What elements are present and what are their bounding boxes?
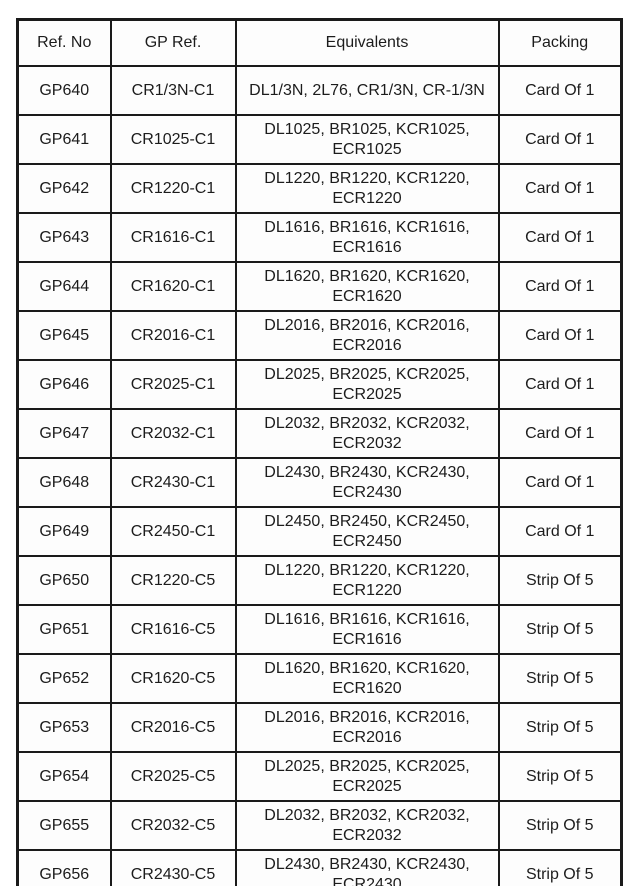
gp-ref-cell: CR2032-C1	[109, 408, 237, 459]
packing-cell: Card Of 1	[497, 457, 623, 508]
table-row: GP654 CR2025-C5 DL2025, BR2025, KCR2025,…	[16, 751, 623, 802]
table-row: GP642 CR1220-C1 DL1220, BR1220, KCR1220,…	[16, 163, 623, 214]
col-header-ref-no: Ref. No	[16, 18, 112, 67]
equivalents-cell: DL2025, BR2025, KCR2025, ECR2025	[234, 751, 500, 802]
packing-cell: Card Of 1	[497, 212, 623, 263]
table-row: GP645 CR2016-C1 DL2016, BR2016, KCR2016,…	[16, 310, 623, 361]
ref-no-cell: GP650	[16, 555, 112, 606]
equivalents-cell: DL2430, BR2430, KCR2430, ECR2430	[234, 457, 500, 508]
equivalents-cell: DL1616, BR1616, KCR1616, ECR1616	[234, 212, 500, 263]
equivalents-cell: DL1620, BR1620, KCR1620, ECR1620	[234, 261, 500, 312]
packing-cell: Card Of 1	[497, 408, 623, 459]
col-header-equivalents: Equivalents	[234, 18, 500, 67]
equivalents-cell: DL2032, BR2032, KCR2032, ECR2032	[234, 408, 500, 459]
gp-ref-cell: CR1620-C1	[109, 261, 237, 312]
col-header-gp-ref: GP Ref.	[109, 18, 237, 67]
table-row: GP646 CR2025-C1 DL2025, BR2025, KCR2025,…	[16, 359, 623, 410]
packing-cell: Card Of 1	[497, 261, 623, 312]
header-row: Ref. No GP Ref. Equivalents Packing	[16, 18, 623, 67]
gp-ref-cell: CR2032-C5	[109, 800, 237, 851]
ref-no-cell: GP642	[16, 163, 112, 214]
ref-no-cell: GP656	[16, 849, 112, 886]
ref-no-cell: GP647	[16, 408, 112, 459]
gp-ref-cell: CR1025-C1	[109, 114, 237, 165]
gp-ref-cell: CR2430-C1	[109, 457, 237, 508]
ref-no-cell: GP644	[16, 261, 112, 312]
gp-ref-cell: CR2025-C1	[109, 359, 237, 410]
packing-cell: Strip Of 5	[497, 653, 623, 704]
table-body: GP640 CR1/3N-C1 DL1/3N, 2L76, CR1/3N, CR…	[16, 65, 623, 886]
gp-ref-cell: CR2430-C5	[109, 849, 237, 886]
table-row: GP652 CR1620-C5 DL1620, BR1620, KCR1620,…	[16, 653, 623, 704]
packing-cell: Card Of 1	[497, 163, 623, 214]
table-row: GP640 CR1/3N-C1 DL1/3N, 2L76, CR1/3N, CR…	[16, 65, 623, 116]
ref-no-cell: GP648	[16, 457, 112, 508]
table-row: GP643 CR1616-C1 DL1616, BR1616, KCR1616,…	[16, 212, 623, 263]
table-row: GP650 CR1220-C5 DL1220, BR1220, KCR1220,…	[16, 555, 623, 606]
table-row: GP649 CR2450-C1 DL2450, BR2450, KCR2450,…	[16, 506, 623, 557]
packing-cell: Strip Of 5	[497, 555, 623, 606]
ref-no-cell: GP641	[16, 114, 112, 165]
equivalents-cell: DL2032, BR2032, KCR2032, ECR2032	[234, 800, 500, 851]
battery-equivalents-table: Ref. No GP Ref. Equivalents Packing GP64…	[16, 18, 623, 886]
gp-ref-cell: CR2450-C1	[109, 506, 237, 557]
gp-ref-cell: CR2025-C5	[109, 751, 237, 802]
gp-ref-cell: CR2016-C5	[109, 702, 237, 753]
ref-no-cell: GP643	[16, 212, 112, 263]
ref-no-cell: GP645	[16, 310, 112, 361]
ref-no-cell: GP655	[16, 800, 112, 851]
equivalents-cell: DL1616, BR1616, KCR1616, ECR1616	[234, 604, 500, 655]
equivalents-cell: DL1025, BR1025, KCR1025, ECR1025	[234, 114, 500, 165]
packing-cell: Strip Of 5	[497, 604, 623, 655]
table-row: GP655 CR2032-C5 DL2032, BR2032, KCR2032,…	[16, 800, 623, 851]
packing-cell: Card Of 1	[497, 114, 623, 165]
ref-no-cell: GP654	[16, 751, 112, 802]
packing-cell: Strip Of 5	[497, 849, 623, 886]
packing-cell: Card Of 1	[497, 359, 623, 410]
ref-no-cell: GP652	[16, 653, 112, 704]
gp-ref-cell: CR1/3N-C1	[109, 65, 237, 116]
equivalents-cell: DL2016, BR2016, KCR2016, ECR2016	[234, 310, 500, 361]
packing-cell: Strip Of 5	[497, 800, 623, 851]
ref-no-cell: GP653	[16, 702, 112, 753]
gp-ref-cell: CR1616-C5	[109, 604, 237, 655]
table-row: GP648 CR2430-C1 DL2430, BR2430, KCR2430,…	[16, 457, 623, 508]
ref-no-cell: GP640	[16, 65, 112, 116]
equivalents-cell: DL1220, BR1220, KCR1220, ECR1220	[234, 555, 500, 606]
gp-ref-cell: CR1616-C1	[109, 212, 237, 263]
equivalents-cell: DL1620, BR1620, KCR1620, ECR1620	[234, 653, 500, 704]
packing-cell: Strip Of 5	[497, 751, 623, 802]
equivalents-cell: DL1220, BR1220, KCR1220, ECR1220	[234, 163, 500, 214]
gp-ref-cell: CR1620-C5	[109, 653, 237, 704]
ref-no-cell: GP646	[16, 359, 112, 410]
col-header-packing: Packing	[497, 18, 623, 67]
packing-cell: Card Of 1	[497, 65, 623, 116]
table-row: GP644 CR1620-C1 DL1620, BR1620, KCR1620,…	[16, 261, 623, 312]
gp-ref-cell: CR1220-C5	[109, 555, 237, 606]
gp-ref-cell: CR2016-C1	[109, 310, 237, 361]
packing-cell: Card Of 1	[497, 506, 623, 557]
table-row: GP647 CR2032-C1 DL2032, BR2032, KCR2032,…	[16, 408, 623, 459]
gp-ref-cell: CR1220-C1	[109, 163, 237, 214]
table-row: GP656 CR2430-C5 DL2430, BR2430, KCR2430,…	[16, 849, 623, 886]
packing-cell: Strip Of 5	[497, 702, 623, 753]
ref-no-cell: GP651	[16, 604, 112, 655]
table-row: GP641 CR1025-C1 DL1025, BR1025, KCR1025,…	[16, 114, 623, 165]
ref-no-cell: GP649	[16, 506, 112, 557]
packing-cell: Card Of 1	[497, 310, 623, 361]
equivalents-cell: DL2450, BR2450, KCR2450, ECR2450	[234, 506, 500, 557]
equivalents-cell: DL2025, BR2025, KCR2025, ECR2025	[234, 359, 500, 410]
equivalents-cell: DL2016, BR2016, KCR2016, ECR2016	[234, 702, 500, 753]
equivalents-cell: DL2430, BR2430, KCR2430, ECR2430	[234, 849, 500, 886]
table-row: GP651 CR1616-C5 DL1616, BR1616, KCR1616,…	[16, 604, 623, 655]
equivalents-cell: DL1/3N, 2L76, CR1/3N, CR-1/3N	[234, 65, 500, 116]
table-row: GP653 CR2016-C5 DL2016, BR2016, KCR2016,…	[16, 702, 623, 753]
